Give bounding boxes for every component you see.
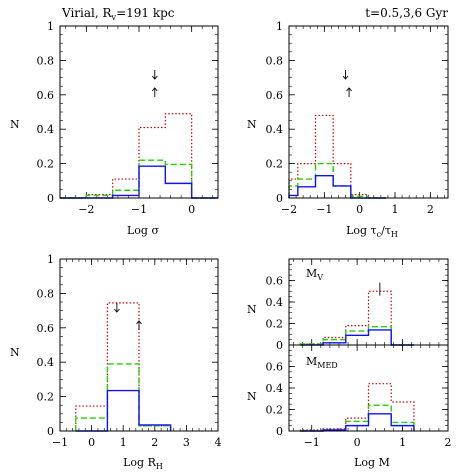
y-tick-label: 0.6 bbox=[266, 361, 284, 374]
panel-bottom-right-upper: 0 0.2 0.4 0.6 bbox=[266, 258, 449, 352]
arrow-down-head bbox=[151, 75, 158, 80]
ylabel-br2: N bbox=[247, 390, 257, 403]
y-tick-label: 1 bbox=[47, 253, 54, 266]
x-tick-label: 0 bbox=[354, 436, 361, 449]
label-mv: MV bbox=[306, 267, 323, 282]
y-tick-label: 0.2 bbox=[266, 318, 284, 331]
arrow-up-head bbox=[136, 320, 142, 325]
panel-frame bbox=[59, 258, 219, 432]
xlabel-bl: Log RH bbox=[123, 456, 163, 471]
histogram-blue-solid bbox=[60, 165, 218, 199]
x-tick-label: −1 bbox=[316, 203, 332, 216]
x-tick-label: 1 bbox=[399, 436, 406, 449]
y-tick-label: 0 bbox=[276, 339, 283, 352]
header-left: Virial, Rv=191 kpc bbox=[61, 6, 175, 22]
y-tick-label: 0 bbox=[276, 192, 283, 205]
panel-top-left: 0 0.2 0.4 0.6 0.8 1 −2 −1 0 bbox=[37, 20, 219, 216]
histogram-red-dotted bbox=[75, 302, 172, 431]
panel-frame bbox=[288, 344, 449, 432]
y-tick-label: 0.2 bbox=[37, 391, 55, 404]
panel-top-right: 0 0.2 0.4 0.6 0.8 1 −2 −1 0 1 2 bbox=[266, 20, 449, 216]
histogram-blue-solid bbox=[288, 174, 387, 199]
y-tick-label: 0.2 bbox=[37, 158, 55, 171]
y-tick-label: 0 bbox=[47, 425, 54, 438]
xlabel-tl: Log σ bbox=[127, 224, 159, 237]
y-tick-label: 0.6 bbox=[266, 275, 284, 288]
histogram-blue-solid bbox=[300, 413, 415, 432]
ylabel-bl: N bbox=[10, 346, 20, 359]
x-tick-label: 0 bbox=[88, 436, 95, 449]
panel-bottom-right-lower: 0 0.2 0.4 0.6 −1 0 1 2 bbox=[266, 344, 452, 449]
y-tick-label: 0.4 bbox=[37, 356, 55, 369]
x-tick-label: −2 bbox=[281, 203, 297, 216]
y-tick-label: 1 bbox=[276, 20, 283, 33]
y-tick-label: 0.6 bbox=[37, 89, 55, 102]
panel-bottom-left: 00.20.40.60.81−1 0 1 2 3 4 bbox=[37, 253, 222, 449]
y-tick-label: 0.4 bbox=[266, 123, 284, 136]
y-tick-label: 0.2 bbox=[266, 158, 284, 171]
arrow-down-head bbox=[114, 308, 120, 313]
histogram-red-dotted bbox=[288, 114, 387, 199]
y-tick-label: 0.6 bbox=[266, 89, 284, 102]
y-tick-label: 0 bbox=[276, 425, 283, 438]
xlabel-tr: Log τc/τH bbox=[346, 224, 398, 239]
arrow-up-head bbox=[151, 87, 158, 92]
y-tick-label: 0.8 bbox=[37, 54, 55, 67]
x-tick-label: −1 bbox=[52, 436, 68, 449]
x-tick-label: 3 bbox=[183, 436, 190, 449]
histogram-blue-solid bbox=[300, 329, 414, 346]
histogram-red-dotted bbox=[299, 383, 415, 431]
y-tick-label: 0.6 bbox=[37, 322, 55, 335]
ylabel-tr: N bbox=[247, 118, 257, 131]
arrow-down-head bbox=[342, 75, 349, 80]
x-tick-label: −1 bbox=[304, 436, 320, 449]
histogram-red-dotted bbox=[299, 290, 414, 346]
ylabel-tl: N bbox=[10, 118, 20, 131]
x-tick-label: −2 bbox=[78, 203, 94, 216]
x-tick-label: −1 bbox=[131, 203, 147, 216]
x-tick-label: 2 bbox=[445, 436, 452, 449]
y-tick-label: 0.4 bbox=[266, 296, 284, 309]
ylabel-br1: N bbox=[247, 303, 257, 316]
histogram-green-dashed bbox=[75, 363, 172, 431]
histogram-blue-solid bbox=[75, 389, 172, 432]
arrow-up-head bbox=[346, 87, 352, 92]
y-tick-label: 0.4 bbox=[37, 123, 55, 136]
x-tick-label: 1 bbox=[120, 436, 127, 449]
x-tick-label: 0 bbox=[356, 203, 363, 216]
xlabel-br: Log M bbox=[354, 456, 390, 469]
x-tick-label: 2 bbox=[427, 203, 434, 216]
label-mmed: MMED bbox=[306, 355, 338, 370]
x-tick-label: 2 bbox=[151, 436, 158, 449]
y-tick-label: 0.2 bbox=[266, 404, 284, 417]
panel-frame bbox=[288, 25, 449, 199]
y-tick-label: 0.4 bbox=[266, 382, 284, 395]
panel-frame bbox=[59, 25, 219, 199]
x-tick-label: 4 bbox=[215, 436, 222, 449]
histogram-green-dashed bbox=[299, 326, 414, 346]
header-right: t=0.5,3,6 Gyr bbox=[365, 6, 448, 20]
y-tick-label: 0.8 bbox=[37, 287, 55, 300]
x-tick-label: 1 bbox=[392, 203, 399, 216]
y-tick-label: 0.8 bbox=[266, 54, 284, 67]
histogram-green-dashed bbox=[288, 162, 387, 199]
y-tick-label: 0 bbox=[47, 192, 54, 205]
y-tick-label: 1 bbox=[47, 20, 54, 33]
x-tick-label: 0 bbox=[188, 203, 195, 216]
